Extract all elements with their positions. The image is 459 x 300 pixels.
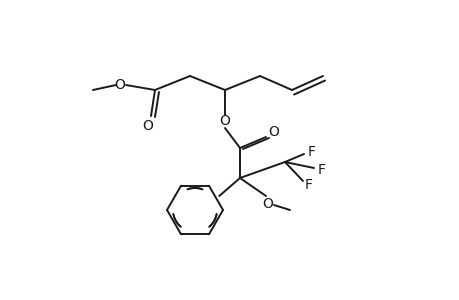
Text: O: O: [268, 125, 279, 139]
Text: O: O: [262, 197, 273, 211]
Text: F: F: [317, 163, 325, 177]
Text: F: F: [308, 145, 315, 159]
Text: O: O: [142, 119, 153, 133]
Text: F: F: [304, 178, 312, 192]
Text: O: O: [219, 114, 230, 128]
Text: O: O: [114, 78, 125, 92]
